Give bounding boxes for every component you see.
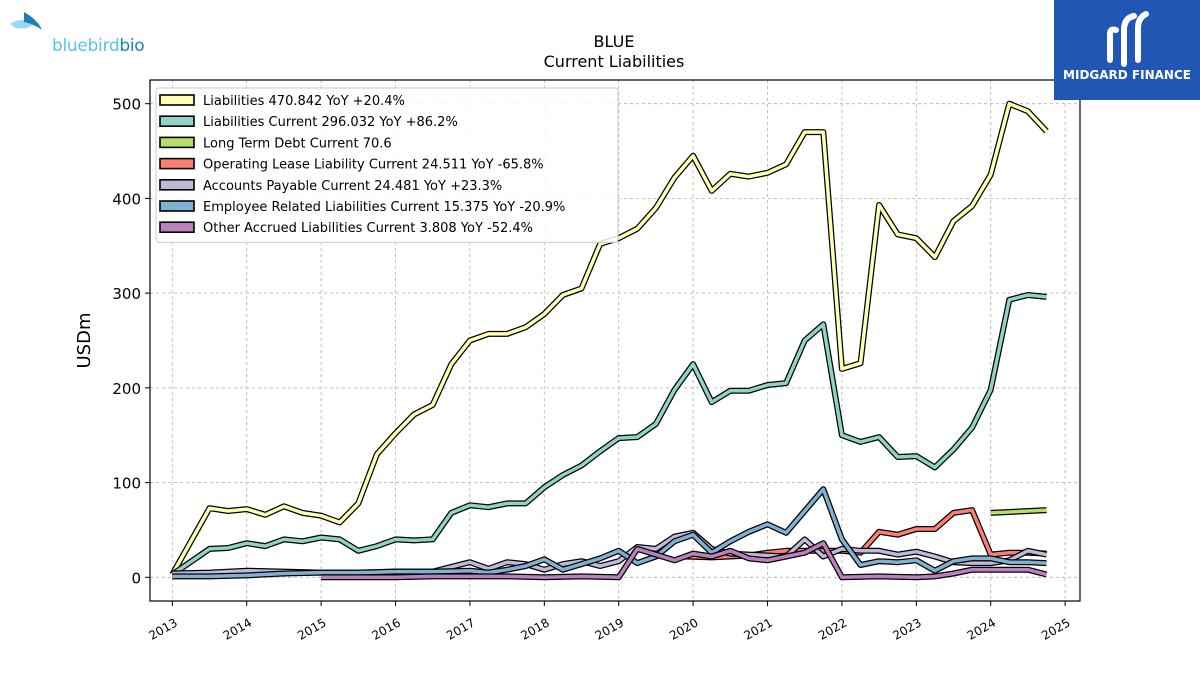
legend-label: Employee Related Liabilities Current 15.… bbox=[203, 200, 565, 215]
midgard-logo-text: MIDGARD FINANCE bbox=[1063, 68, 1191, 82]
midgard-logo-icon bbox=[1107, 11, 1149, 67]
x-tick-label: 2016 bbox=[370, 615, 403, 642]
legend-swatch bbox=[159, 200, 195, 212]
legend-swatch bbox=[159, 179, 195, 191]
x-tick-label: 2021 bbox=[742, 615, 775, 642]
legend-swatch bbox=[159, 221, 195, 233]
series-1-outline bbox=[170, 292, 1047, 577]
x-tick-label: 2017 bbox=[444, 615, 477, 642]
legend-swatch bbox=[159, 136, 195, 149]
bird-icon bbox=[10, 12, 42, 30]
series-5-line bbox=[172, 487, 1047, 579]
chart-subtitle: Current Liabilities bbox=[543, 52, 685, 71]
x-tick-label: 2015 bbox=[295, 615, 328, 642]
plot-frame bbox=[149, 79, 1081, 602]
x-tick-label: 2024 bbox=[965, 615, 998, 642]
x-tick-label: 2013 bbox=[146, 615, 179, 642]
x-tick-label: 2019 bbox=[593, 615, 626, 642]
y-tick-label: 500 bbox=[112, 96, 141, 114]
chart-title: BLUE bbox=[593, 32, 635, 51]
series-6-line bbox=[321, 541, 1047, 580]
x-tick-label: 2018 bbox=[518, 615, 551, 642]
midgard-finance-logo: MIDGARD FINANCE bbox=[1054, 0, 1200, 100]
legend-label: Other Accrued Liabilities Current 3.808 … bbox=[203, 221, 533, 236]
bluebirdbio-logo-text: bluebirdbio bbox=[52, 36, 145, 56]
y-tick-label: 100 bbox=[112, 475, 141, 493]
y-tick-label: 300 bbox=[112, 285, 141, 303]
x-tick-label: 2020 bbox=[667, 615, 700, 642]
x-tick-label: 2014 bbox=[221, 615, 254, 642]
y-axis-label: USDm bbox=[74, 313, 95, 369]
y-tick-label: 0 bbox=[131, 569, 141, 587]
series-lines bbox=[169, 100, 1049, 581]
series-2-line bbox=[990, 508, 1047, 515]
legend-box bbox=[155, 87, 619, 243]
legend-label: Liabilities 470.842 YoY +20.4% bbox=[203, 94, 405, 109]
legend-swatch bbox=[159, 157, 195, 170]
legend-label: Accounts Payable Current 24.481 YoY +23.… bbox=[203, 179, 502, 194]
y-tick-label: 400 bbox=[112, 190, 141, 208]
legend-swatch bbox=[159, 94, 195, 106]
bluebirdbio-logo: bluebirdbio bbox=[8, 8, 158, 56]
series-0-line bbox=[170, 101, 1048, 576]
x-tick-label: 2023 bbox=[890, 615, 923, 642]
series-1-line bbox=[171, 293, 1047, 576]
legend-label: Liabilities Current 296.032 YoY +86.2% bbox=[203, 115, 458, 130]
legend-label: Long Term Debt Current 70.6 bbox=[203, 136, 392, 151]
legend-swatch bbox=[159, 115, 195, 127]
legend: Liabilities 470.842 YoY +20.4% Liabilitie… bbox=[155, 87, 619, 243]
x-tick-label: 2025 bbox=[1039, 615, 1072, 642]
x-tick-label: 2022 bbox=[816, 615, 849, 642]
legend-label: Operating Lease Liability Current 24.511… bbox=[203, 158, 544, 173]
y-tick-label: 200 bbox=[112, 380, 141, 398]
